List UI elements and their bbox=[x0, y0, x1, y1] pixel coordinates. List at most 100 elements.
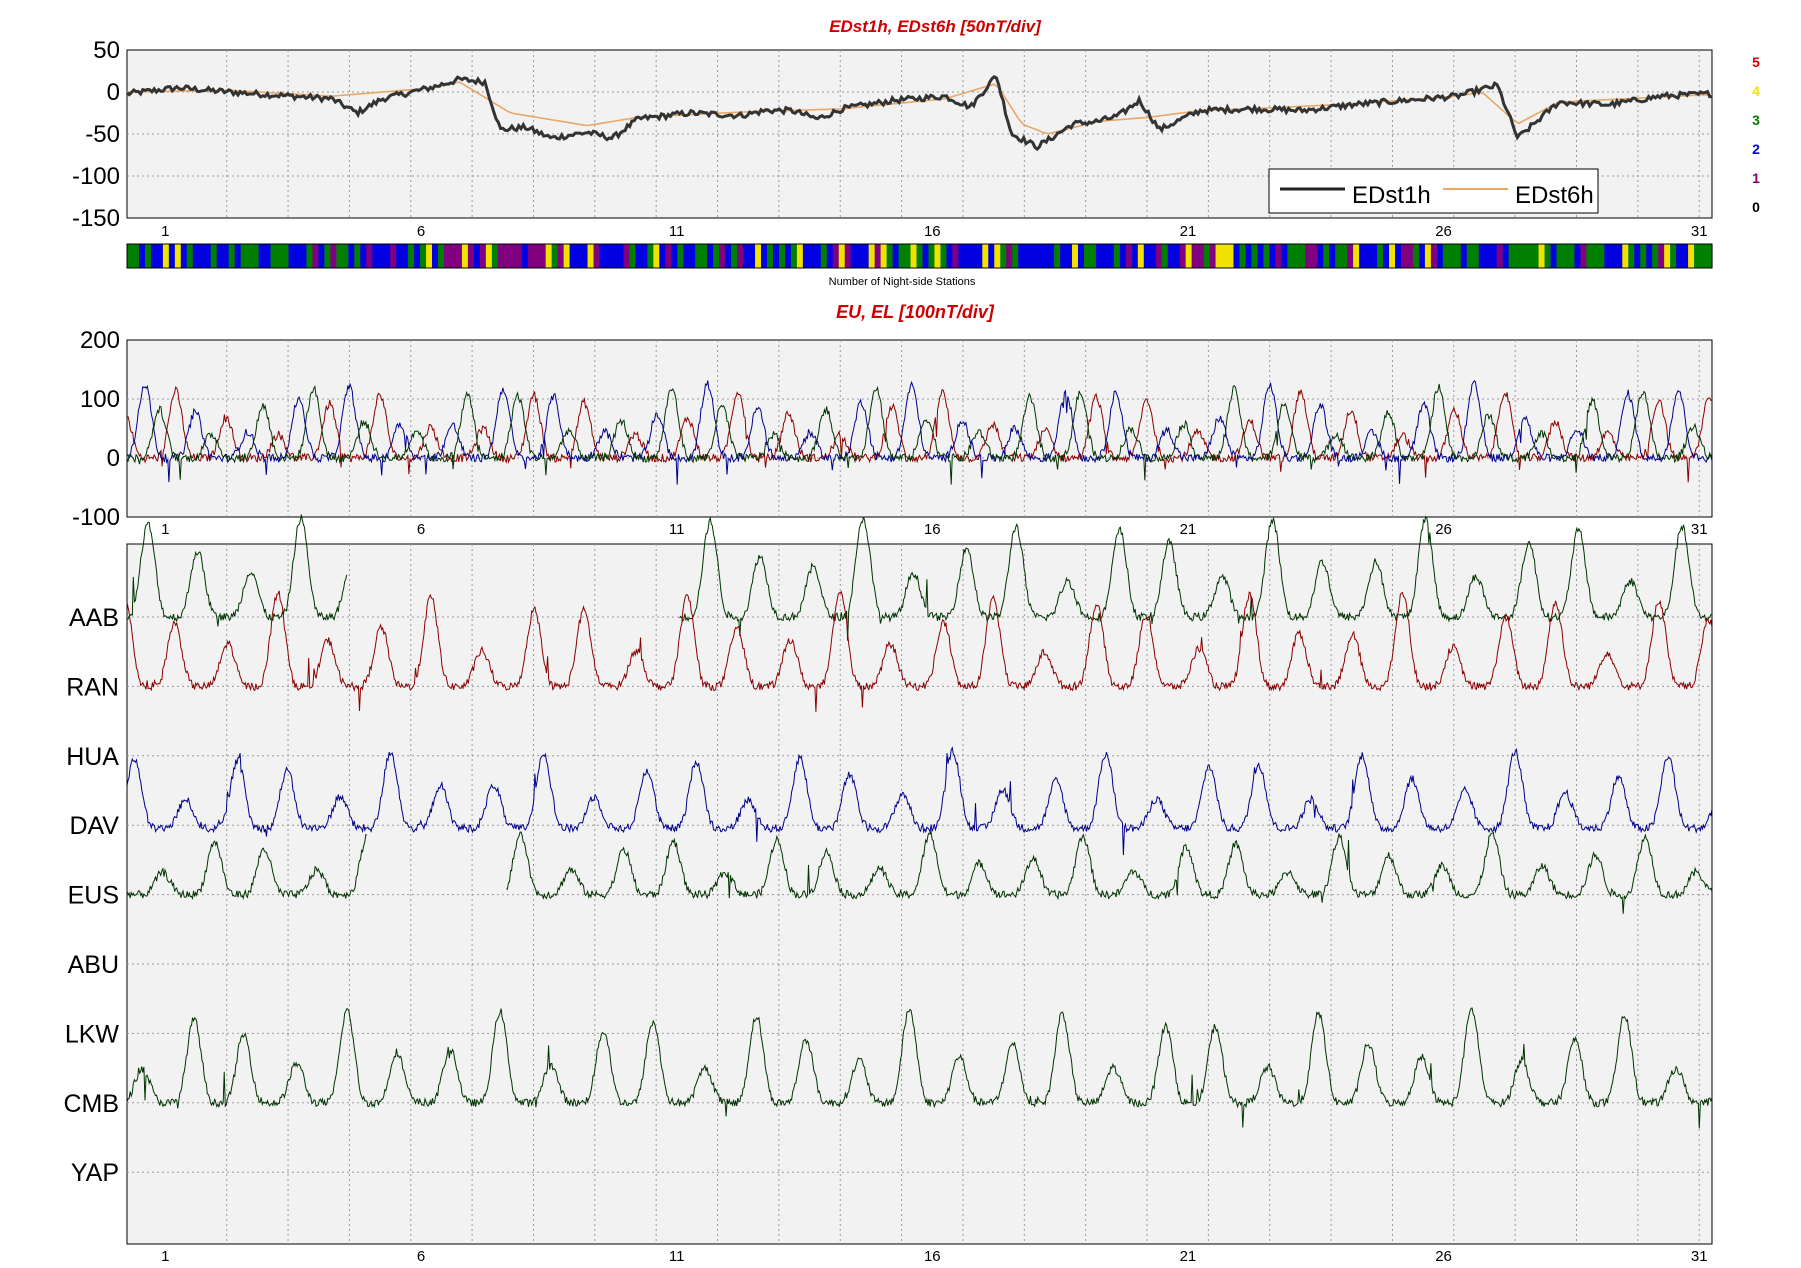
color-bar-stripe bbox=[455, 244, 463, 268]
color-bar-stripe bbox=[772, 244, 780, 268]
color-bar-stripe bbox=[491, 244, 499, 268]
color-bar-stripe bbox=[1203, 244, 1211, 268]
station-trace bbox=[126, 834, 367, 901]
eu-el-y-ticks: 200 100 0 -100 bbox=[72, 327, 120, 531]
color-bar-stripe bbox=[467, 244, 475, 268]
x-tick-label: 26 bbox=[1435, 1248, 1452, 1265]
color-bar-stripe bbox=[892, 244, 900, 268]
edst1h-line bbox=[126, 75, 1713, 152]
color-bar-stripe bbox=[1694, 244, 1701, 268]
color-bar-stripe bbox=[150, 244, 158, 268]
color-bar-stripe bbox=[1317, 244, 1324, 268]
color-bar-stripe bbox=[210, 244, 218, 268]
color-bar-stripe bbox=[420, 244, 427, 268]
color-bar-stripe bbox=[683, 244, 690, 268]
x-tick-label: 31 bbox=[1691, 521, 1708, 538]
color-bar-stripe bbox=[138, 244, 146, 268]
color-bar-stripe bbox=[916, 244, 924, 268]
color-bar-stripe bbox=[222, 244, 230, 268]
color-bar-stripe bbox=[731, 244, 738, 268]
color-bar-stripe bbox=[539, 244, 547, 268]
color-bar-stripe bbox=[1359, 244, 1366, 268]
color-bar-stripe bbox=[964, 244, 971, 268]
color-bar-stripe bbox=[1006, 244, 1013, 268]
color-bar-stripe bbox=[186, 244, 194, 268]
color-bar-stripe bbox=[1107, 244, 1115, 268]
color-bar-stripe bbox=[473, 244, 481, 268]
color-bar-stripe bbox=[162, 244, 170, 268]
color-bar-stripe bbox=[755, 244, 762, 268]
color-bar-stripe bbox=[509, 244, 517, 268]
color-bar-stripe bbox=[1281, 244, 1288, 268]
color-bar-stripe bbox=[701, 244, 708, 268]
color-bar-stripe bbox=[928, 244, 936, 268]
color-bar-stripe bbox=[1066, 244, 1073, 268]
color-bar-stripe bbox=[940, 244, 948, 268]
color-bar-stripe bbox=[360, 244, 367, 268]
color-bar-stripe bbox=[1078, 244, 1085, 268]
color-bar-stripe bbox=[461, 244, 469, 268]
x-tick-label: 11 bbox=[669, 521, 685, 538]
color-bar-stripe bbox=[156, 244, 164, 268]
color-bar-stripe bbox=[1658, 244, 1665, 268]
count-scale-label: 5 bbox=[1752, 54, 1760, 70]
color-bar-stripe bbox=[1131, 244, 1139, 268]
color-bar-stripe bbox=[1197, 244, 1205, 268]
color-bar-stripe bbox=[946, 244, 953, 268]
color-bar-stripe bbox=[1000, 244, 1007, 268]
color-bar-stripe bbox=[1652, 244, 1659, 268]
color-bar-stripe bbox=[1209, 244, 1217, 268]
x-tick-label: 21 bbox=[1180, 521, 1197, 538]
edst-panel-title: EDst1h, EDst6h [50nT/div] bbox=[829, 17, 1042, 36]
color-bar-stripe bbox=[761, 244, 768, 268]
color-bar-stripe bbox=[1263, 244, 1270, 268]
color-bar-stripe bbox=[300, 244, 308, 268]
color-bar-stripe bbox=[1143, 244, 1151, 268]
color-bar-stripe bbox=[593, 244, 601, 268]
eu-el-traces bbox=[126, 380, 1713, 485]
color-bar-stripe bbox=[1101, 244, 1109, 268]
color-bar-stripe bbox=[868, 244, 876, 268]
color-bar-stripe bbox=[1245, 244, 1253, 268]
color-bar-stripe bbox=[814, 244, 822, 268]
color-bar-stripe bbox=[1323, 244, 1330, 268]
edst-panel: EDst1h, EDst6h [50nT/div] 500-50-100-150… bbox=[72, 17, 1760, 288]
color-bar-stripe bbox=[1466, 244, 1474, 268]
station-label: DAV bbox=[69, 812, 119, 840]
station-label: ABU bbox=[68, 951, 119, 979]
color-bar-stripe bbox=[826, 244, 834, 268]
color-bar-stripe bbox=[390, 244, 397, 268]
color-bar-stripe bbox=[1706, 244, 1713, 268]
color-bar-stripe bbox=[802, 244, 810, 268]
color-bar-stripe bbox=[1646, 244, 1653, 268]
color-bar-stripe bbox=[180, 244, 188, 268]
color-bar-stripe bbox=[240, 244, 248, 268]
color-bar-stripe bbox=[1406, 244, 1414, 268]
color-bar-stripe bbox=[820, 244, 828, 268]
color-bar-stripe bbox=[312, 244, 319, 268]
color-bar-stripe bbox=[234, 244, 242, 268]
color-bar-stripe bbox=[970, 244, 977, 268]
color-bar-stripe bbox=[557, 244, 565, 268]
x-tick-label: 6 bbox=[417, 521, 425, 538]
color-bar-stripe bbox=[503, 244, 511, 268]
y-tick-label: 0 bbox=[107, 79, 120, 106]
color-bar-stripe bbox=[258, 244, 266, 268]
color-bar-stripe bbox=[354, 244, 361, 268]
color-bar-stripe bbox=[1191, 244, 1199, 268]
color-bar-label: Number of Night-side Stations bbox=[829, 276, 976, 288]
color-bar-stripe bbox=[1215, 244, 1223, 268]
color-bar-stripe bbox=[132, 244, 140, 268]
color-bar-stripe bbox=[856, 244, 864, 268]
color-bar-stripe bbox=[1227, 244, 1235, 268]
color-bar-stripe bbox=[1514, 244, 1522, 268]
color-bar-stripe bbox=[844, 244, 852, 268]
color-bar-stripe bbox=[1395, 244, 1402, 268]
color-bar-stripe bbox=[1430, 244, 1438, 268]
color-bar-stripe bbox=[1179, 244, 1187, 268]
color-bar-stripe bbox=[216, 244, 224, 268]
x-tick-label: 1 bbox=[161, 223, 169, 240]
color-bar-stripe bbox=[402, 244, 409, 268]
color-bar-stripe bbox=[1305, 244, 1312, 268]
